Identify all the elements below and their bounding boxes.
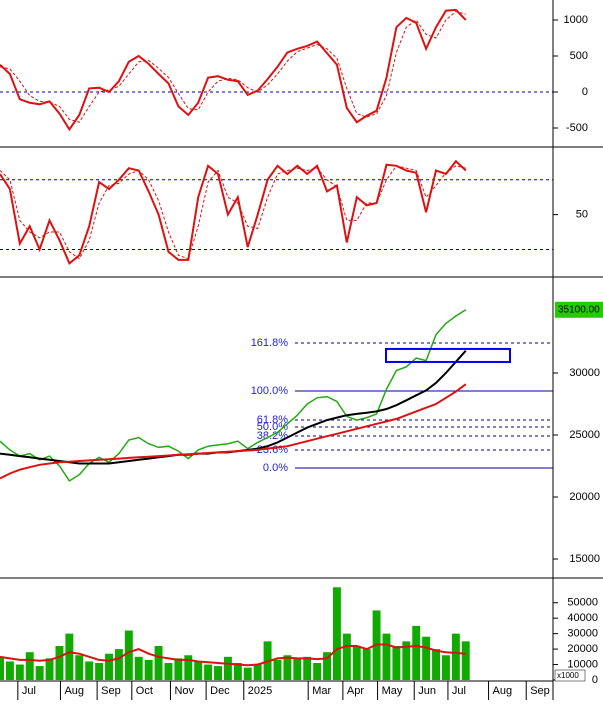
volume-bar bbox=[283, 655, 292, 680]
x-tick-label: Sep bbox=[530, 685, 550, 697]
y-tick-label: 30000 bbox=[569, 367, 600, 379]
volume-bar bbox=[174, 658, 183, 680]
x-tick-label: Oct bbox=[136, 685, 153, 697]
volume-bar bbox=[303, 656, 312, 680]
volume-bar bbox=[233, 662, 242, 680]
volume-bar bbox=[352, 645, 361, 680]
unit-box bbox=[554, 669, 586, 682]
volume-bar bbox=[25, 652, 34, 680]
volume-bar bbox=[441, 655, 450, 680]
y-tick-label: 0 bbox=[582, 86, 588, 98]
volume-ma bbox=[0, 643, 466, 667]
volume-bar bbox=[402, 641, 411, 680]
fib-label: 0.0% bbox=[263, 462, 288, 474]
volume-bar bbox=[124, 630, 133, 680]
volume-bar bbox=[293, 658, 302, 680]
volume-bar bbox=[392, 645, 401, 680]
volume-bar bbox=[422, 636, 431, 680]
x-tick-label: Aug bbox=[64, 685, 84, 697]
volume-bar bbox=[45, 658, 54, 680]
x-tick-label: Jul bbox=[22, 685, 36, 697]
y-tick-label: 20000 bbox=[569, 491, 600, 503]
volume-bar bbox=[313, 662, 322, 680]
series-line bbox=[0, 309, 467, 482]
x-tick-label: Jul bbox=[452, 685, 466, 697]
volume-bar bbox=[154, 645, 163, 680]
volume-bar bbox=[105, 653, 113, 680]
volume-bar bbox=[204, 664, 213, 680]
volume-bar bbox=[184, 655, 193, 680]
y-tick-label: 0 bbox=[592, 674, 598, 686]
volume-bar bbox=[362, 649, 371, 680]
x-tick-label: Nov bbox=[174, 685, 194, 697]
x-tick-label: Sep bbox=[101, 685, 121, 697]
zone-box bbox=[385, 347, 511, 363]
x-tick-label: Mar bbox=[312, 685, 331, 697]
volume-bar bbox=[461, 641, 470, 680]
volume-bar bbox=[223, 656, 232, 680]
series-line bbox=[0, 8, 467, 132]
volume-bar bbox=[164, 662, 173, 680]
volume-bar bbox=[243, 667, 252, 680]
x-tick-label: Jun bbox=[418, 685, 436, 697]
volume-bar bbox=[114, 649, 123, 680]
fib-label: 61.8% bbox=[257, 414, 288, 426]
unit-label: x1000 bbox=[557, 671, 579, 680]
volume-bar bbox=[214, 666, 222, 680]
volume-bar bbox=[134, 656, 143, 680]
volume-bar bbox=[323, 652, 331, 680]
x-tick-label: 2025 bbox=[248, 685, 272, 697]
volume-bar bbox=[451, 633, 460, 680]
volume-bar bbox=[75, 655, 84, 680]
volume-bar bbox=[332, 587, 341, 680]
x-tick-label: May bbox=[382, 685, 403, 697]
volume-bar bbox=[382, 633, 391, 680]
volume-bar bbox=[55, 645, 64, 680]
volume-bar bbox=[432, 649, 441, 680]
y-tick-label: 25000 bbox=[569, 429, 600, 441]
volume-bar bbox=[5, 661, 14, 680]
price-tag bbox=[555, 301, 603, 318]
volume-bar bbox=[35, 666, 44, 680]
y-tick-label: 20000 bbox=[567, 643, 598, 655]
y-tick-label: -500 bbox=[566, 122, 588, 134]
volume-bar bbox=[273, 659, 282, 680]
volume-bar bbox=[144, 659, 153, 680]
series-line bbox=[0, 10, 466, 123]
volume-bar bbox=[342, 633, 351, 680]
x-tick-label: Aug bbox=[493, 685, 513, 697]
y-tick-label: 50 bbox=[576, 209, 588, 221]
y-tick-label: 500 bbox=[570, 50, 588, 62]
y-tick-label: 30000 bbox=[567, 628, 598, 640]
series-line bbox=[0, 383, 467, 480]
volume-bar bbox=[15, 664, 24, 680]
y-tick-label: 15000 bbox=[569, 553, 600, 565]
series-line bbox=[0, 159, 467, 266]
x-tick-label: Apr bbox=[347, 685, 364, 697]
y-tick-label: 40000 bbox=[567, 612, 598, 624]
price-tag-label: 35100.00 bbox=[558, 304, 600, 315]
volume-bar bbox=[65, 633, 74, 680]
x-tick-label: Dec bbox=[210, 685, 230, 697]
volume-bar bbox=[412, 625, 421, 680]
series-line bbox=[0, 165, 466, 260]
fib-label: 161.8% bbox=[251, 337, 289, 349]
fib-label: 100.0% bbox=[251, 385, 289, 397]
volume-bar bbox=[253, 664, 262, 680]
volume-bar bbox=[85, 661, 94, 680]
volume-bar bbox=[0, 656, 4, 680]
y-tick-label: 50000 bbox=[567, 597, 598, 609]
volume-bar bbox=[194, 661, 203, 680]
y-tick-label: 10000 bbox=[567, 658, 598, 670]
volume-bar bbox=[95, 662, 104, 680]
y-tick-label: 1000 bbox=[564, 14, 588, 26]
